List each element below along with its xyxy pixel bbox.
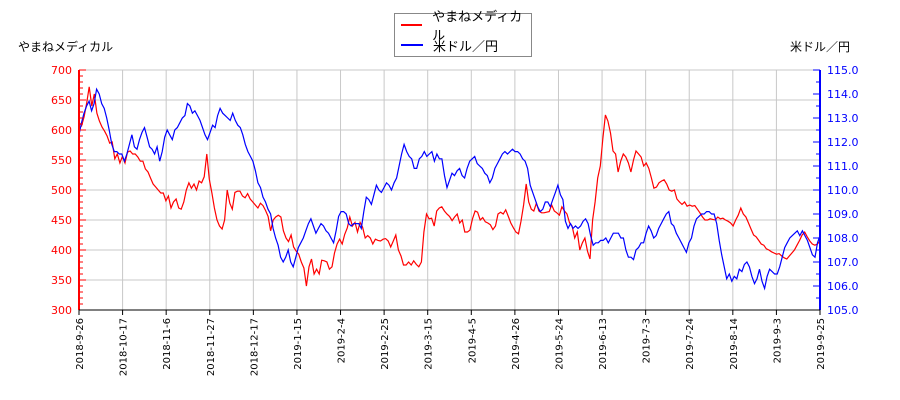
right-tick-label: 109.0 bbox=[827, 208, 859, 221]
x-tick-label: 2019-2-4 bbox=[337, 318, 348, 363]
grid-lines bbox=[78, 69, 821, 311]
series-lines bbox=[78, 86, 821, 291]
legend: やまねメディカル 米ドル／円 bbox=[394, 10, 532, 57]
legend-item-yamane: やまねメディカル bbox=[401, 10, 531, 44]
yamane-medical-line bbox=[78, 86, 821, 287]
x-tick-label: 2019-8-14 bbox=[729, 318, 740, 370]
x-tick-label: 2018-10-17 bbox=[119, 318, 130, 376]
left-tick-label: 600 bbox=[51, 124, 72, 137]
left-tick-label: 700 bbox=[51, 64, 72, 77]
right-tick-label: 112.0 bbox=[827, 136, 859, 149]
right-tick-label: 108.0 bbox=[827, 232, 859, 245]
x-tick-label: 2019-5-24 bbox=[554, 318, 565, 370]
left-tick-label: 650 bbox=[51, 94, 72, 107]
x-tick-label: 2018-11-6 bbox=[162, 318, 173, 370]
x-tick-label: 2019-3-15 bbox=[424, 318, 435, 370]
left-tick-label: 450 bbox=[51, 214, 72, 227]
x-tick-label: 2019-9-3 bbox=[772, 318, 783, 363]
left-tick-label: 300 bbox=[51, 304, 72, 317]
right-tick-label: 111.0 bbox=[827, 160, 859, 173]
right-tick-label: 110.0 bbox=[827, 184, 859, 197]
left-axis-title: やまねメディカル bbox=[18, 40, 114, 54]
x-tick-label: 2019-2-25 bbox=[380, 318, 391, 370]
right-axis-title: 米ドル／円 bbox=[790, 40, 851, 54]
x-tick-label: 2019-4-5 bbox=[467, 318, 478, 363]
left-tick-label: 500 bbox=[51, 184, 72, 197]
x-tick-label: 2019-1-15 bbox=[293, 318, 304, 370]
blue-line-swatch bbox=[401, 44, 423, 46]
x-tick-label: 2019-7-3 bbox=[642, 318, 653, 363]
legend-label: やまねメディカル bbox=[432, 10, 523, 44]
x-tick-label: 2018-12-17 bbox=[249, 318, 260, 376]
right-tick-label: 106.0 bbox=[827, 280, 859, 293]
right-tick-label: 114.0 bbox=[827, 88, 859, 101]
left-tick-label: 350 bbox=[51, 274, 72, 287]
x-tick-label: 2019-9-25 bbox=[816, 318, 827, 370]
right-tick-label: 107.0 bbox=[827, 256, 859, 269]
left-tick-label: 550 bbox=[51, 154, 72, 167]
right-tick-label: 115.0 bbox=[827, 64, 859, 77]
legend-label: 米ドル／円 bbox=[433, 39, 499, 55]
legend-item-usdjpy: 米ドル／円 bbox=[401, 36, 499, 55]
red-line-swatch bbox=[401, 24, 423, 26]
left-tick-label: 400 bbox=[51, 244, 72, 257]
right-tick-label: 105.0 bbox=[827, 304, 859, 317]
x-tick-label: 2018-9-26 bbox=[75, 318, 86, 370]
x-tick-label: 2019-7-24 bbox=[685, 318, 696, 370]
x-tick-label: 2019-6-13 bbox=[598, 318, 609, 370]
axes: 2018-9-26 2018-10-17 2018-11-6 2018-11-27 20… bbox=[51, 64, 859, 376]
x-tick-label: 2018-11-27 bbox=[206, 318, 217, 376]
right-tick-label: 113.0 bbox=[827, 112, 859, 125]
usd-jpy-line bbox=[78, 87, 821, 291]
x-tick-label: 2019-4-26 bbox=[511, 318, 522, 370]
